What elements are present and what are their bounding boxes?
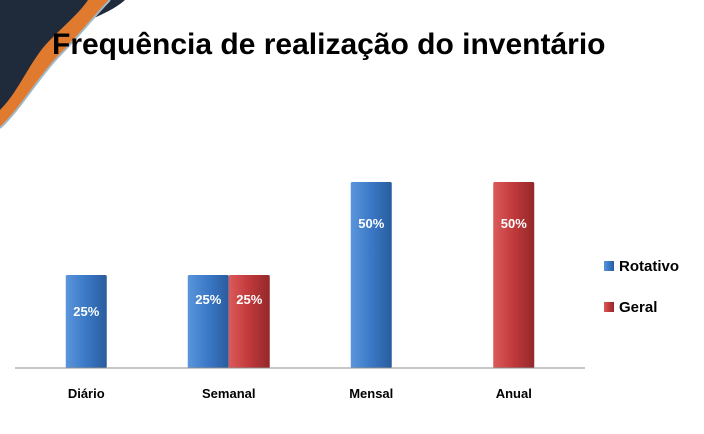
corner-decoration: [0, 0, 125, 129]
category-label-diario: Diário: [68, 386, 105, 401]
category-label-mensal: Mensal: [349, 386, 393, 401]
data-label-rotativo-semanal: 25%: [195, 292, 221, 307]
legend-swatch-rotativo: [604, 261, 614, 271]
data-label-rotativo-diario: 25%: [73, 304, 99, 319]
data-label-geral-anual: 50%: [501, 216, 527, 231]
data-label-geral-semanal: 25%: [236, 292, 262, 307]
plot-area: 25% Diário 25% 25% Semanal 50% Mensal 50% Anual: [65, 182, 535, 401]
bar-rotativo-diario: [65, 275, 107, 368]
category-label-semanal: Semanal: [202, 386, 255, 401]
bar-geral-anual: [493, 182, 535, 368]
slide-title: Frequência de realização do inventário: [52, 28, 606, 61]
legend: Rotativo Geral: [604, 258, 679, 316]
legend-label-rotativo: Rotativo: [619, 258, 679, 275]
data-label-rotativo-mensal: 50%: [358, 216, 384, 231]
bar-rotativo-semanal: [187, 275, 229, 368]
bar-geral-semanal: [228, 275, 270, 368]
bar-rotativo-mensal: [350, 182, 392, 368]
category-label-anual: Anual: [496, 386, 532, 401]
legend-label-geral: Geral: [619, 299, 657, 316]
legend-swatch-geral: [604, 302, 614, 312]
